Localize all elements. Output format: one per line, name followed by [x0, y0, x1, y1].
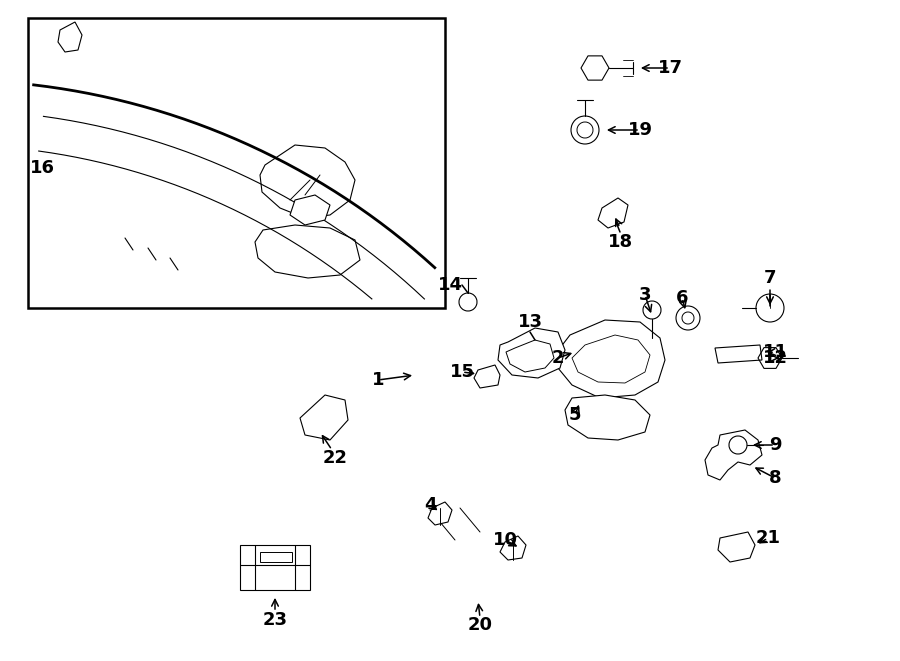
Text: 6: 6 — [676, 289, 688, 307]
Text: 23: 23 — [263, 611, 287, 629]
Polygon shape — [506, 340, 554, 372]
Text: 20: 20 — [467, 616, 492, 634]
Polygon shape — [498, 328, 565, 378]
Text: 5: 5 — [569, 406, 581, 424]
Text: 13: 13 — [518, 313, 543, 331]
Text: 18: 18 — [608, 233, 633, 251]
Text: 21: 21 — [755, 529, 780, 547]
Text: 14: 14 — [437, 276, 463, 294]
Text: 2: 2 — [552, 349, 564, 367]
Polygon shape — [240, 545, 310, 590]
Text: 17: 17 — [658, 59, 682, 77]
Polygon shape — [500, 536, 526, 560]
Polygon shape — [428, 502, 452, 525]
Text: 10: 10 — [492, 531, 517, 549]
Text: 1: 1 — [372, 371, 384, 389]
Polygon shape — [260, 552, 292, 562]
Polygon shape — [718, 532, 755, 562]
Text: 9: 9 — [769, 436, 781, 454]
Text: 8: 8 — [769, 469, 781, 487]
Text: 3: 3 — [639, 286, 652, 304]
Polygon shape — [290, 195, 330, 225]
Text: 11: 11 — [762, 343, 788, 361]
Text: 12: 12 — [762, 349, 788, 367]
Text: 19: 19 — [627, 121, 652, 139]
Text: 15: 15 — [449, 363, 474, 381]
Text: 16: 16 — [30, 159, 55, 177]
Polygon shape — [558, 320, 665, 398]
Polygon shape — [715, 345, 762, 363]
Text: 22: 22 — [322, 449, 347, 467]
Bar — [28, 18, 445, 308]
Polygon shape — [565, 395, 650, 440]
Polygon shape — [474, 365, 500, 388]
Text: 4: 4 — [424, 496, 436, 514]
Polygon shape — [300, 395, 348, 440]
Polygon shape — [705, 430, 762, 480]
Polygon shape — [572, 335, 650, 383]
Text: 7: 7 — [764, 269, 776, 287]
